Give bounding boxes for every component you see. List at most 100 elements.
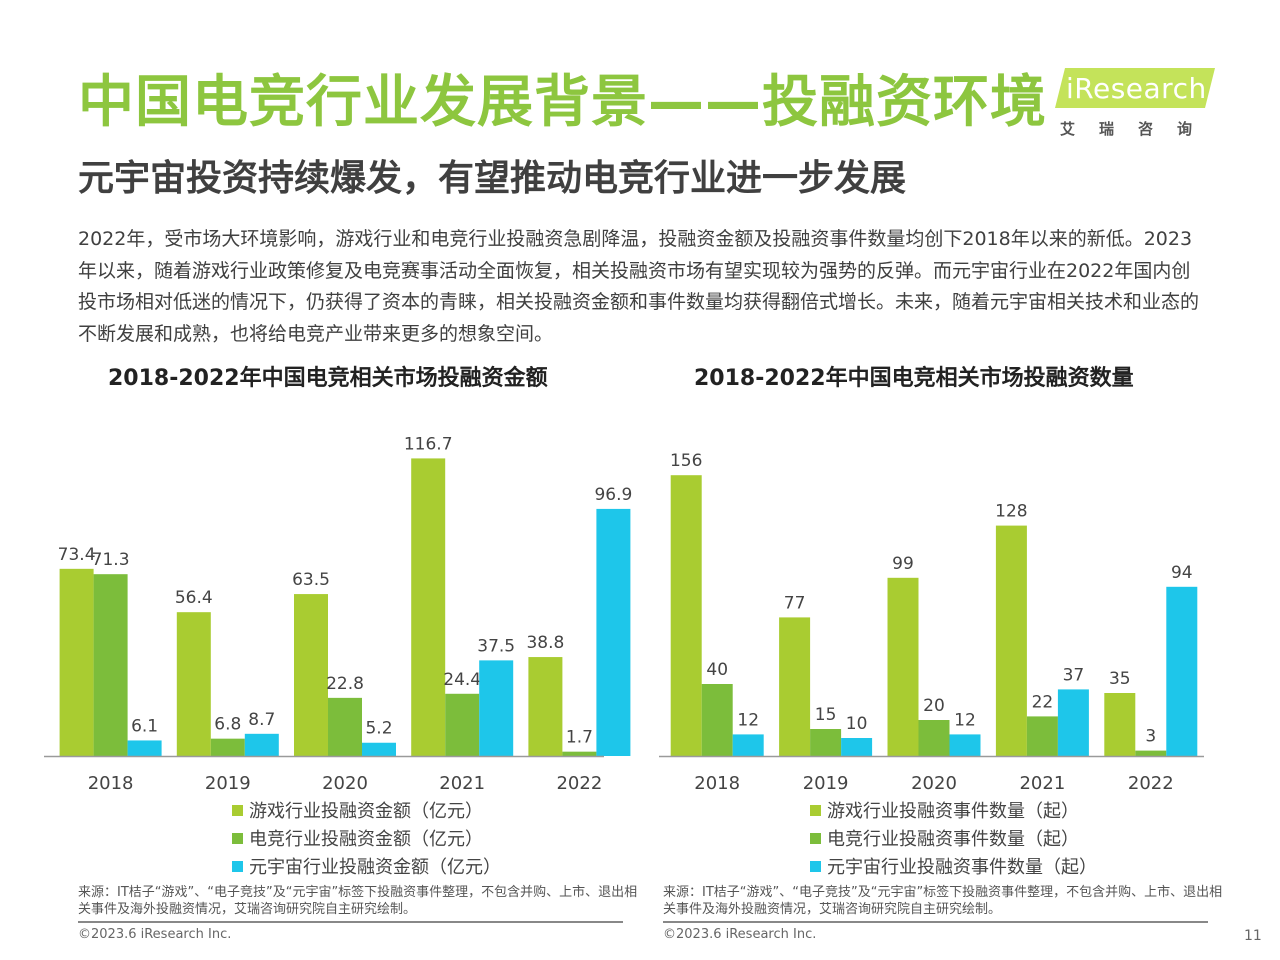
bar-metaverse-2022 [1166, 586, 1198, 756]
chart-amount-legend: 游戏行业投融资金额（亿元） 电竞行业投融资金额（亿元） 元宇宙行业投融资金额（亿… [232, 796, 501, 880]
chart-amount-source: 来源：IT桔子“游戏”、“电子竞技”及“元宇宙”标签下投融资事件整理，不包含并购… [78, 885, 638, 917]
bar-esports-2022 [562, 751, 597, 756]
data-label-metaverse-2019: 10 [846, 714, 868, 734]
data-label-metaverse-2019: 8.7 [248, 710, 275, 730]
data-label-metaverse-2018: 6.1 [131, 716, 158, 736]
legend-label: 元宇宙行业投融资事件数量（起） [827, 857, 1097, 878]
bar-metaverse-2018 [127, 740, 162, 756]
data-label-game-2022: 35 [1109, 669, 1131, 689]
bar-game-2022 [528, 657, 563, 756]
data-label-esports-2020: 22.8 [326, 674, 364, 694]
data-label-metaverse-2022: 94 [1171, 563, 1193, 583]
data-label-esports-2022: 3 [1145, 727, 1156, 747]
bar-game-2018 [670, 475, 702, 756]
data-label-metaverse-2018: 12 [737, 710, 759, 730]
source-divider [663, 921, 1208, 923]
x-tick-label-2022: 2022 [1128, 773, 1174, 794]
bar-game-2022 [1104, 693, 1136, 756]
x-tick-label-2021: 2021 [439, 773, 485, 794]
bar-game-2019 [779, 617, 811, 756]
data-label-game-2021: 128 [995, 502, 1027, 522]
chart-count-legend: 游戏行业投融资事件数量（起） 电竞行业投融资事件数量（起） 元宇宙行业投融资事件… [810, 796, 1097, 880]
data-label-esports-2019: 6.8 [214, 715, 241, 735]
bar-esports-2022 [1135, 750, 1167, 756]
data-label-game-2020: 63.5 [292, 570, 330, 590]
chart-count: 156 40 12 2018 77 15 10 2019 99 20 12 2020 128 22 37 20… [659, 451, 1204, 794]
bar-game-2021 [411, 458, 446, 756]
bar-game-2018 [59, 568, 94, 756]
data-label-metaverse-2020: 12 [954, 710, 976, 730]
legend-label: 游戏行业投融资事件数量（起） [827, 801, 1079, 822]
legend-swatch [232, 804, 243, 816]
data-label-esports-2019: 15 [815, 705, 837, 725]
logo-text: iResearch [1066, 72, 1207, 105]
data-label-esports-2022: 1.7 [566, 728, 593, 748]
legend-label: 电竞行业投融资金额（亿元） [249, 829, 483, 850]
bar-esports-2018 [701, 684, 733, 756]
legend-item-metaverse-count: 元宇宙行业投融资事件数量（起） [810, 852, 1097, 880]
legend-swatch [810, 804, 821, 816]
data-label-game-2019: 77 [784, 593, 806, 613]
bar-metaverse-2021 [1057, 689, 1089, 756]
data-label-metaverse-2022: 96.9 [594, 485, 632, 505]
logo-subtext: 艾瑞咨询 [1060, 120, 1217, 138]
bar-metaverse-2022 [596, 508, 631, 756]
legend-swatch [810, 860, 821, 872]
bar-metaverse-2020 [949, 734, 981, 756]
chart-amount-copyright: ©2023.6 iResearch Inc. [78, 927, 232, 942]
bar-esports-2018 [93, 574, 128, 756]
x-tick-label-2020: 2020 [911, 773, 957, 794]
bar-metaverse-2018 [732, 734, 764, 756]
x-tick-label-2019: 2019 [803, 773, 849, 794]
legend-swatch [232, 860, 243, 872]
page-number: 11 [1244, 928, 1262, 944]
legend-swatch [810, 832, 821, 844]
legend-label: 元宇宙行业投融资金额（亿元） [249, 857, 501, 878]
legend-label: 游戏行业投融资金额（亿元） [249, 801, 483, 822]
legend-item-game-count: 游戏行业投融资事件数量（起） [810, 796, 1097, 824]
bar-metaverse-2020 [362, 742, 396, 756]
intro-paragraph: 2022年，受市场大环境影响，游戏行业和电竞行业投融资急剧降温，投融资金额及投融… [78, 228, 1200, 345]
page-title: 中国电竞行业发展背景——投融资环境 [78, 70, 1047, 135]
page-subtitle: 元宇宙投资持续爆发，有望推动电竞行业进一步发展 [78, 158, 907, 199]
data-label-metaverse-2020: 5.2 [365, 719, 392, 739]
data-label-game-2019: 56.4 [175, 588, 213, 608]
chart-count-source: 来源：IT桔子“游戏”、“电子竞技”及“元宇宙”标签下投融资事件整理，不包含并购… [663, 885, 1223, 917]
data-label-esports-2021: 22 [1032, 692, 1054, 712]
bar-esports-2020 [918, 720, 950, 756]
chart-count-copyright: ©2023.6 iResearch Inc. [663, 927, 817, 942]
data-label-esports-2018: 40 [706, 660, 728, 680]
legend-item-metaverse-amount: 元宇宙行业投融资金额（亿元） [232, 852, 501, 880]
x-tick-label-2020: 2020 [322, 773, 368, 794]
legend-label: 电竞行业投融资事件数量（起） [827, 829, 1079, 850]
chart-amount: 73.471.3 6.1 2018 56.4 6.8 8.7 2019 63.5 22.8 5.2… [44, 434, 632, 794]
bar-game-2019 [176, 612, 211, 756]
x-tick-label-2021: 2021 [1019, 773, 1065, 794]
iresearch-logo: iResearch 艾瑞咨询 [1055, 68, 1220, 148]
bar-esports-2019 [810, 729, 842, 756]
legend-item-esports-amount: 电竞行业投融资金额（亿元） [232, 824, 501, 852]
bar-game-2020 [887, 577, 919, 756]
data-label-esports-2018: 71.3 [92, 550, 130, 570]
bar-game-2020 [294, 594, 328, 756]
x-tick-label-2022: 2022 [556, 773, 602, 794]
x-tick-label-2018: 2018 [88, 773, 134, 794]
bar-metaverse-2019 [244, 733, 279, 756]
data-label-metaverse-2021: 37.5 [477, 636, 515, 656]
data-label-game-2022: 38.8 [526, 633, 564, 653]
chart-amount-title: 2018-2022年中国电竞相关市场投融资金额 [108, 366, 548, 391]
source-divider [78, 921, 623, 923]
legend-item-esports-count: 电竞行业投融资事件数量（起） [810, 824, 1097, 852]
x-tick-label-2019: 2019 [205, 773, 251, 794]
data-label-game-2020: 99 [892, 554, 914, 574]
bar-esports-2019 [210, 738, 245, 756]
legend-item-game-amount: 游戏行业投融资金额（亿元） [232, 796, 501, 824]
data-label-game-2018: 156 [670, 451, 702, 471]
bar-esports-2020 [328, 697, 362, 756]
bar-metaverse-2019 [841, 738, 873, 756]
chart-count-title: 2018-2022年中国电竞相关市场投融资数量 [694, 366, 1134, 391]
data-label-metaverse-2021: 37 [1063, 665, 1085, 685]
bar-game-2021 [995, 525, 1027, 756]
bar-esports-2021 [1026, 716, 1058, 756]
legend-swatch [232, 832, 243, 844]
